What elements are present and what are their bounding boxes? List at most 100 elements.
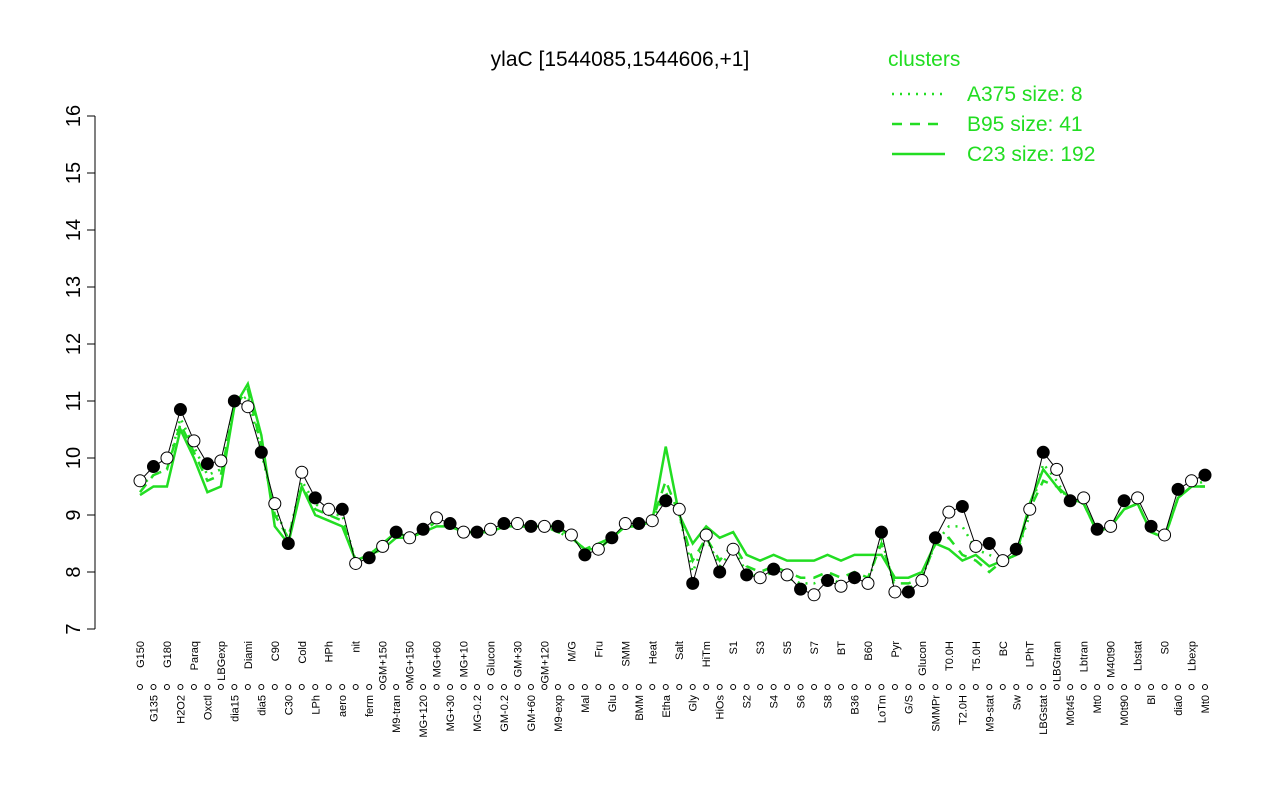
point (160, 451, 174, 465)
point (955, 499, 969, 513)
x-tick-label: Lbexp (1187, 641, 1199, 671)
point (497, 517, 511, 531)
point (740, 568, 754, 582)
category-tick (649, 684, 656, 690)
x-tick-label: MG+120 (418, 695, 430, 738)
x-tick-label: Fru (593, 641, 605, 658)
point (1023, 502, 1037, 516)
point (241, 400, 255, 414)
category-tick (878, 684, 885, 690)
point (915, 574, 929, 588)
x-tick-label: aero (337, 695, 349, 717)
category-tick (163, 684, 170, 690)
category-tick (298, 684, 305, 690)
point (699, 528, 713, 542)
category-tick (1094, 684, 1101, 690)
category-tick (312, 684, 319, 690)
x-tick-label: Cold (297, 641, 309, 664)
category-tick (972, 684, 979, 690)
point (524, 519, 538, 533)
point (1009, 542, 1023, 556)
category-tick (716, 684, 723, 690)
category-tick (244, 684, 251, 690)
point (942, 505, 956, 519)
category-tick (447, 684, 454, 690)
point (1158, 528, 1172, 542)
category-tick (460, 684, 467, 690)
category-tick (797, 684, 804, 690)
y-tick-label: 7 (63, 623, 85, 634)
x-tick-label: BMM (634, 695, 646, 721)
point (430, 511, 444, 525)
x-tick-label: BT (836, 641, 848, 655)
category-tick (959, 684, 966, 690)
x-tick-label: HiOs (715, 695, 727, 720)
point (308, 491, 322, 505)
point (780, 568, 794, 582)
point (484, 522, 498, 536)
point (254, 445, 268, 459)
category-tick (231, 684, 238, 690)
category-tick (258, 684, 265, 690)
x-tick-label: MG+150 (405, 641, 417, 684)
point (1117, 494, 1131, 508)
x-tick-label: LoTm (876, 695, 888, 723)
point (227, 394, 241, 408)
point (510, 517, 524, 531)
point (537, 519, 551, 533)
category-tick (945, 684, 952, 690)
point (403, 531, 417, 545)
category-tick (339, 684, 346, 690)
point (322, 502, 336, 516)
x-tick-label: B60 (863, 641, 875, 661)
point (349, 556, 363, 570)
x-tick-label: LPhT (1025, 641, 1037, 668)
y-tick-label: 14 (63, 219, 85, 241)
category-tick (581, 684, 588, 690)
point (133, 474, 147, 488)
category-tick (393, 684, 400, 690)
point (861, 576, 875, 590)
x-tick-label: Sw (1011, 695, 1023, 710)
category-tick (433, 684, 440, 690)
category-tick (851, 684, 858, 690)
x-tick-label: S6 (796, 695, 808, 708)
point (1185, 474, 1199, 488)
x-tick-label: G/S (903, 695, 915, 714)
category-tick (1013, 684, 1020, 690)
x-tick-label: Mt0 (1092, 695, 1104, 713)
category-tick (150, 684, 157, 690)
point (753, 571, 767, 585)
x-tick-label: G180 (162, 641, 174, 668)
category-tick (608, 684, 615, 690)
legend-title: clusters (888, 48, 960, 71)
x-tick-label: T5.0H (971, 641, 983, 671)
x-tick-label: GM+60 (526, 695, 538, 731)
point (281, 537, 295, 550)
y-tick-label: 9 (63, 509, 85, 520)
category-tick (568, 684, 575, 690)
category-tick (1121, 684, 1128, 690)
x-tick-label: LBGtran (1052, 641, 1064, 682)
cluster-line (139, 393, 1206, 591)
category-tick (1188, 684, 1195, 690)
x-tick-label: GM+120 (539, 641, 551, 684)
x-tick-label: M0t90 (1119, 695, 1131, 726)
x-tick-label: HPh (324, 641, 336, 662)
x-tick-label: G150 (135, 641, 147, 668)
x-tick-label: Salt (674, 641, 686, 660)
category-tick (932, 684, 939, 690)
category-tick (500, 684, 507, 690)
point (551, 519, 565, 533)
point (1104, 519, 1118, 533)
category-tick (137, 684, 143, 690)
point (1131, 491, 1145, 505)
category-tick (864, 684, 871, 690)
category-tick (595, 684, 602, 690)
category-tick (177, 684, 184, 690)
x-tick-label: M/G (566, 641, 578, 662)
category-tick (514, 684, 521, 690)
x-tick-label: Lbtran (1079, 641, 1091, 672)
category-tick (554, 684, 561, 690)
